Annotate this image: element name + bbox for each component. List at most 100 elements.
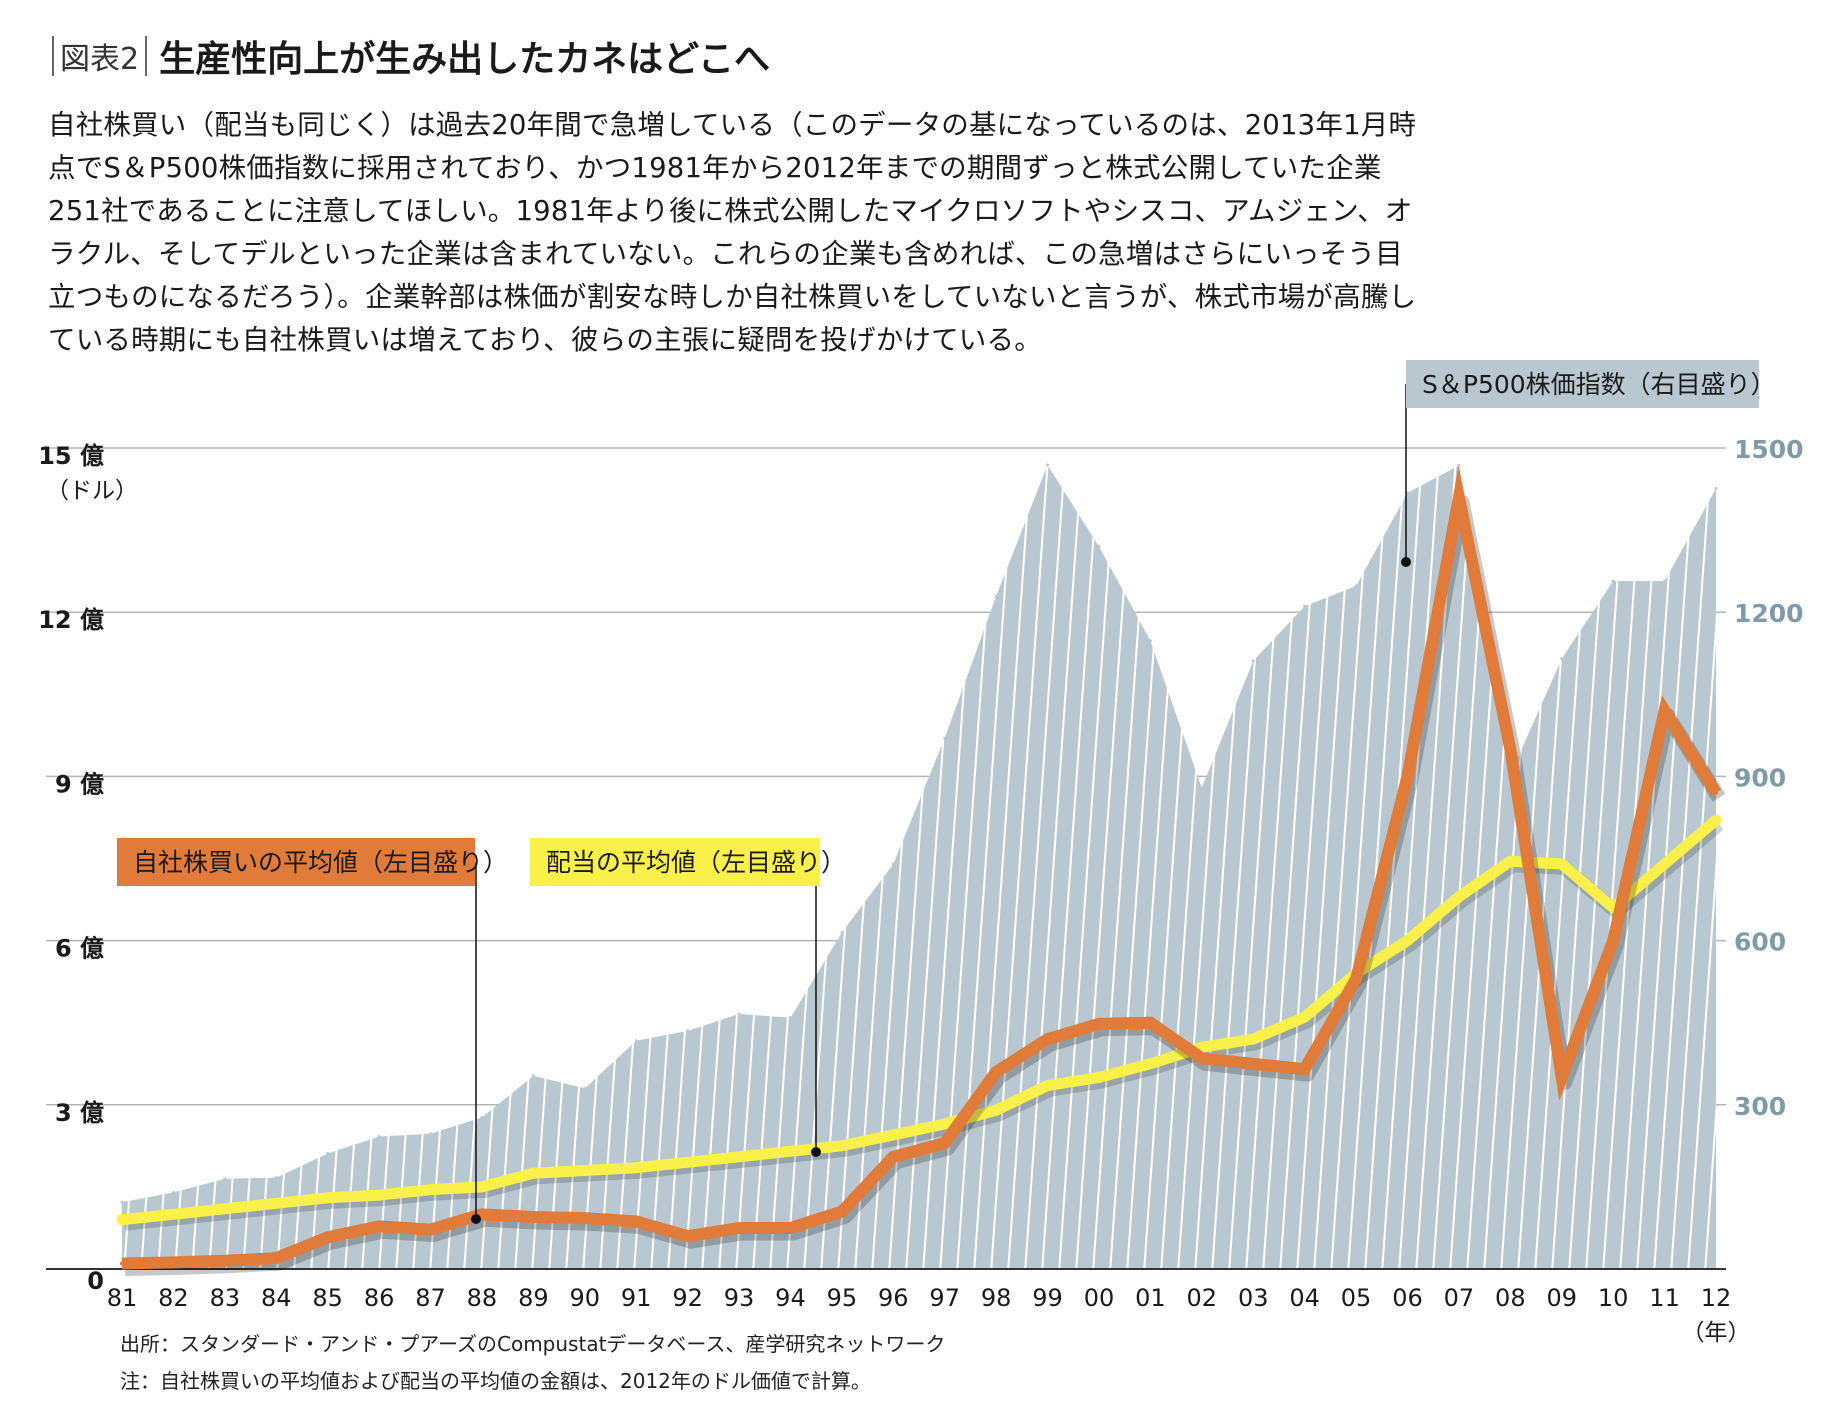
buyback-point — [1199, 1056, 1204, 1061]
dividend-point — [274, 1201, 279, 1206]
left-axis-tick-label: 0 — [87, 1267, 104, 1295]
right-axis-tick-label: 1500 — [1734, 435, 1804, 464]
x-axis-tick-label: 95 — [827, 1284, 858, 1312]
buyback-point — [1045, 1037, 1050, 1042]
buyback-point — [325, 1235, 330, 1240]
dividend-point — [839, 1143, 844, 1148]
buyback-point — [1456, 495, 1461, 500]
dividend-point — [788, 1149, 793, 1154]
buyback-point — [120, 1261, 124, 1266]
sp500-point — [1354, 584, 1358, 588]
figure-header: 図表2 生産性向上が生み出したカネはどこへ — [46, 26, 770, 86]
dividend-point — [737, 1154, 742, 1159]
dividend-point — [1611, 905, 1616, 910]
buyback-point — [1405, 774, 1410, 779]
dividend-point — [377, 1193, 382, 1198]
x-axis-tick-label: 05 — [1341, 1284, 1372, 1312]
sources-block: 出所：スタンダード・アンド・プアーズのCompustatデータベース、産学研究ネ… — [120, 1326, 945, 1400]
x-axis-unit-label: （年） — [1682, 1320, 1751, 1346]
buyback-point — [1714, 790, 1718, 795]
x-axis-tick-label: 09 — [1546, 1284, 1577, 1312]
dividend-point — [222, 1206, 227, 1211]
dividend-point — [120, 1217, 124, 1222]
left-axis-tick-label: 12 億 — [38, 606, 104, 634]
buyback-point — [171, 1260, 176, 1265]
dividend-point — [634, 1165, 639, 1170]
x-axis-tick-label: 11 — [1649, 1284, 1680, 1312]
buyback-line — [121, 465, 1722, 1270]
buyback-point — [737, 1225, 742, 1230]
x-axis-tick-label: 00 — [1084, 1284, 1115, 1312]
sp500-point — [840, 930, 844, 934]
dividend-point — [1148, 1061, 1153, 1066]
sp500-point — [891, 862, 895, 866]
right-axis-tick-label: 1200 — [1734, 599, 1804, 628]
buyback-point — [891, 1154, 896, 1159]
sp500-point — [1251, 659, 1255, 663]
x-axis-tick-label: 07 — [1444, 1284, 1475, 1312]
sp500-point — [429, 1132, 433, 1136]
dividend-point — [891, 1132, 896, 1137]
x-axis-tick-label: 82 — [158, 1284, 189, 1312]
buyback-leader-dot — [471, 1214, 481, 1224]
buyback-point — [839, 1209, 844, 1214]
sp500-point — [120, 1200, 124, 1204]
sp500-point — [737, 1012, 741, 1016]
dividend-point — [479, 1184, 484, 1189]
sp500-point — [1560, 657, 1564, 661]
x-axis-tick-label: 83 — [210, 1284, 241, 1312]
divider — [52, 36, 54, 76]
dividend-point — [1662, 861, 1667, 866]
buyback-point — [1302, 1067, 1307, 1072]
chart-description: 自社株買い（配当も同じく）は過去20年間で急増している（このデータの基になってい… — [48, 109, 1417, 356]
dividend-point — [1096, 1075, 1101, 1080]
dividend-point — [171, 1212, 176, 1217]
figure-label: 図表2 — [60, 42, 140, 77]
left-axis-tick-label: 3 億 — [55, 1099, 104, 1127]
sp500-point — [1457, 464, 1461, 468]
buyback-point — [1354, 976, 1359, 981]
x-axis-tick-label: 01 — [1135, 1284, 1166, 1312]
dividend-point — [1302, 1015, 1307, 1020]
x-axis-tick-label: 96 — [878, 1284, 909, 1312]
buyback-point — [1148, 1020, 1153, 1025]
x-axis-tick-label: 02 — [1187, 1284, 1218, 1312]
sp500-point — [377, 1135, 381, 1139]
buyback-point — [274, 1256, 279, 1261]
buyback-point — [582, 1216, 587, 1221]
buyback-legend-label: 自社株買いの平均値（左目盛り） — [133, 848, 508, 877]
divider — [145, 36, 148, 76]
buyback-point — [1508, 747, 1513, 752]
sp500-legend-label: S＆P500株価指数（右目盛り） — [1422, 370, 1776, 399]
dividend-point — [685, 1160, 690, 1165]
dividend-point — [994, 1108, 999, 1113]
x-axis-tick-label: 04 — [1289, 1284, 1320, 1312]
x-axis-tick-label: 08 — [1495, 1284, 1526, 1312]
chart-title: 生産性向上が生み出したカネはどこへ — [159, 39, 771, 80]
sp500-legend-box — [1406, 360, 1759, 408]
sp500-point — [686, 1029, 690, 1033]
sp500-point — [1046, 463, 1050, 467]
sp500-point — [634, 1039, 638, 1043]
source-note: 出所：スタンダード・アンド・プアーズのCompustatデータベース、産学研究ネ… — [120, 1332, 946, 1356]
sp500-point — [1200, 786, 1204, 790]
dividend-line — [116, 814, 1722, 1226]
buyback-point — [1559, 1075, 1564, 1080]
x-axis-tick-label: 06 — [1392, 1284, 1423, 1312]
buyback-point — [1611, 938, 1616, 943]
sp500-point — [274, 1176, 278, 1180]
buyback-legend-box — [117, 838, 475, 886]
dividend-point — [1714, 818, 1718, 823]
sp500-point — [1303, 604, 1307, 608]
buyback-point — [1096, 1021, 1101, 1026]
buyback-point — [1662, 708, 1667, 713]
dividend-point — [1045, 1083, 1050, 1088]
x-axis-tick-label: 98 — [981, 1284, 1012, 1312]
sp500-point — [994, 594, 998, 598]
x-axis-tick-label: 87 — [415, 1284, 446, 1312]
dividend-point — [1456, 894, 1461, 899]
sp500-point — [171, 1190, 175, 1194]
left-axis-tick-label: 15 億 — [38, 442, 104, 470]
buyback-point — [428, 1227, 433, 1232]
buyback-point — [479, 1212, 484, 1217]
